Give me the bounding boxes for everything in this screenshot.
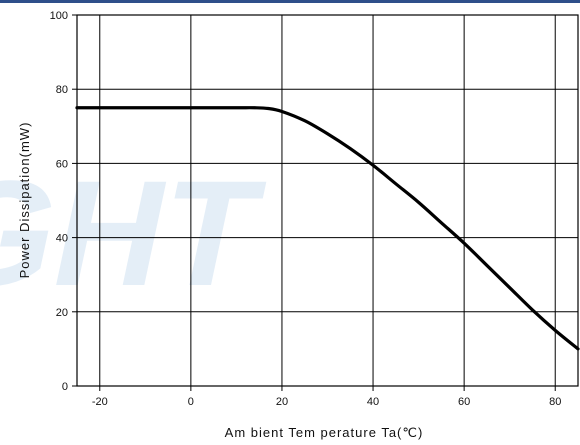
y-tick-label: 100 [50,10,68,22]
grid [77,14,578,387]
power-dissipation-line [75,106,580,351]
x-tick-label: 40 [367,396,379,408]
watermark: GHT [0,151,275,318]
x-ticks: -20 0 20 40 60 80 [92,386,561,408]
y-tick-label: 60 [56,158,68,170]
y-axis-label: Power Dissipation(mW) [17,122,32,279]
plot-border [76,14,579,387]
x-axis-label: Am bient Tem perature Ta(℃) [225,425,424,440]
y-tick-label: 0 [62,381,68,393]
series-group [75,106,580,351]
watermark-text: GHT [0,151,275,318]
plot-frame [76,14,579,387]
y-tick-label: 80 [56,84,68,96]
x-tick-label: 0 [188,396,194,408]
x-tick-label: -20 [92,396,108,408]
y-tick-label: 20 [56,307,68,319]
top-border-bar [0,0,580,3]
x-tick-label: 80 [549,396,561,408]
y-tick-label: 40 [56,233,68,245]
y-ticks: 0 20 40 60 80 100 [50,10,77,393]
x-tick-label: 60 [458,396,470,408]
x-tick-label: 20 [276,396,288,408]
